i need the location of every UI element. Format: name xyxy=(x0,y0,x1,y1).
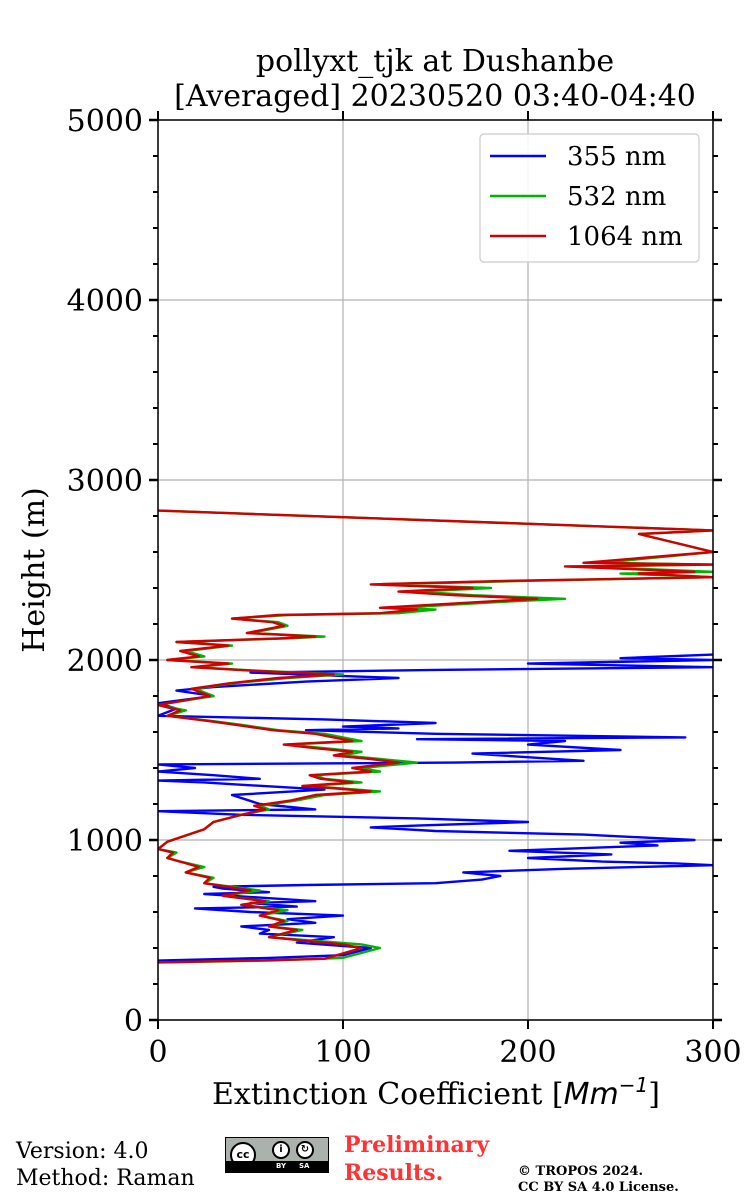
x-axis-label-close: ] xyxy=(648,1077,660,1112)
y-axis-label: Height (m) xyxy=(17,487,52,652)
chart-title-line1: pollyxt_tjk at Dushanbe xyxy=(256,44,614,79)
x-axis-label-unit: Mm xyxy=(564,1077,619,1112)
x-tick-label: 0 xyxy=(148,1035,167,1070)
y-tick-label: 5000 xyxy=(67,104,143,139)
legend: 355 nm 532 nm 1064 nm xyxy=(479,133,700,263)
copyright-line1: © TROPOS 2024. xyxy=(518,1164,644,1179)
version-text: Version: 4.0 xyxy=(16,1139,149,1164)
cc-license-badge[interactable]: cc i ↻ BY SA xyxy=(225,1137,329,1173)
x-axis-label-exp: −1 xyxy=(619,1073,648,1097)
badge-sa-label: SA xyxy=(299,1162,310,1170)
preliminary-line1: Preliminary xyxy=(344,1132,490,1158)
legend-label: 1064 nm xyxy=(567,222,683,252)
legend-label: 532 nm xyxy=(567,182,666,212)
share-alike-icon: ↻ xyxy=(296,1141,314,1159)
x-axis-label-text: Extinction Coefficient [ xyxy=(212,1077,564,1112)
method-text: Method: Raman xyxy=(16,1166,195,1191)
version-info: Version: 4.0 Method: Raman xyxy=(16,1138,195,1192)
badge-by-label: BY xyxy=(276,1162,287,1170)
legend-label: 355 nm xyxy=(567,142,666,172)
chart-title-line2: [Averaged] 20230520 03:40-04:40 xyxy=(174,79,696,114)
series-lines xyxy=(158,509,713,964)
y-tick-label: 4000 xyxy=(67,284,143,319)
y-tick-label: 0 xyxy=(124,1004,143,1039)
x-tick-label: 200 xyxy=(499,1035,556,1070)
y-tick-label: 2000 xyxy=(67,644,143,679)
x-axis-label: Extinction Coefficient [Mm−1] xyxy=(212,1073,660,1112)
preliminary-line2: Results. xyxy=(344,1160,444,1186)
y-tick-label: 3000 xyxy=(67,464,143,499)
y-tick-label: 1000 xyxy=(67,824,143,859)
extinction-chart: pollyxt_tjk at Dushanbe [Averaged] 20230… xyxy=(17,44,742,1112)
series-line-0 xyxy=(158,653,713,962)
series-line-2 xyxy=(158,509,713,964)
x-tick-label: 300 xyxy=(684,1035,741,1070)
x-tick-label: 100 xyxy=(314,1035,371,1070)
legend-box xyxy=(479,133,700,263)
axis-ticks xyxy=(149,111,722,1029)
preliminary-results-notice: Preliminary Results. xyxy=(344,1131,489,1187)
badge-strip xyxy=(226,1161,328,1172)
plot-frame xyxy=(157,119,714,1021)
copyright-line2: CC BY SA 4.0 License. xyxy=(518,1180,679,1195)
copyright-notice: © TROPOS 2024. CC BY SA 4.0 License. xyxy=(518,1164,679,1196)
attribution-icon: i xyxy=(272,1141,290,1159)
